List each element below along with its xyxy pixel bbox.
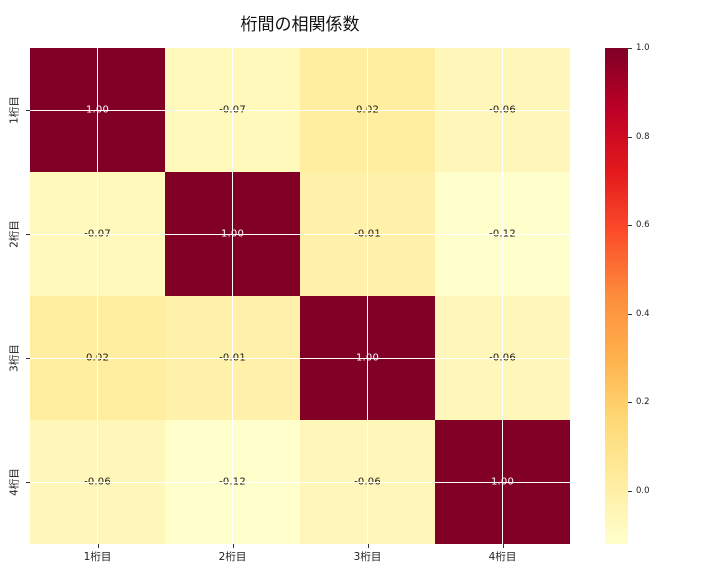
colorbar-tick-label: 0.8 [636, 131, 650, 142]
y-tick-mark [26, 110, 30, 111]
gridline-vertical [502, 48, 503, 544]
colorbar-tick-label: 0.2 [636, 397, 650, 408]
gridline-horizontal [30, 481, 570, 483]
colorbar-tick-label: 1.0 [636, 43, 650, 53]
x-tick-mark [232, 544, 234, 548]
x-tick-mark [502, 544, 504, 548]
colorbar-tick-mark [628, 402, 632, 404]
colorbar-tick-label: 0.0 [636, 485, 650, 496]
gridline-horizontal [30, 109, 570, 111]
x-tick-label: 1桁目 [83, 551, 112, 563]
gridline-horizontal [30, 357, 570, 359]
x-tick-mark [367, 544, 369, 548]
x-tick-label: 2桁目 [218, 551, 247, 563]
colorbar-tick-mark [628, 48, 632, 49]
y-tick-label: 4桁目 [8, 468, 21, 496]
colorbar-tick-mark [628, 136, 632, 138]
x-tick-mark [97, 544, 99, 548]
y-tick-label: 2桁目 [8, 220, 21, 248]
y-tick-label: 1桁目 [8, 96, 21, 124]
colorbar-tick-label: 0.4 [636, 308, 650, 319]
heatmap-plot-area: 1.00-0.070.02-0.06-0.071.00-0.01-0.120.0… [30, 48, 570, 544]
y-tick-mark [26, 358, 30, 359]
colorbar-tick-mark [628, 313, 632, 315]
x-tick-label: 3桁目 [353, 551, 382, 563]
x-tick-label: 4桁目 [488, 551, 517, 563]
gridline-vertical [97, 48, 98, 544]
y-tick-label: 3桁目 [8, 344, 21, 372]
colorbar-tick-label: 0.6 [636, 220, 650, 231]
y-tick-mark [26, 234, 30, 235]
y-tick-mark [26, 482, 30, 483]
colorbar-tick-mark [628, 225, 632, 227]
gridline-horizontal [30, 233, 570, 235]
chart-title: 桁間の相関係数 [240, 15, 360, 35]
gridline-vertical [367, 48, 368, 544]
colorbar-tick-mark [628, 490, 632, 492]
gridline-vertical [232, 48, 233, 544]
colorbar [605, 48, 628, 544]
